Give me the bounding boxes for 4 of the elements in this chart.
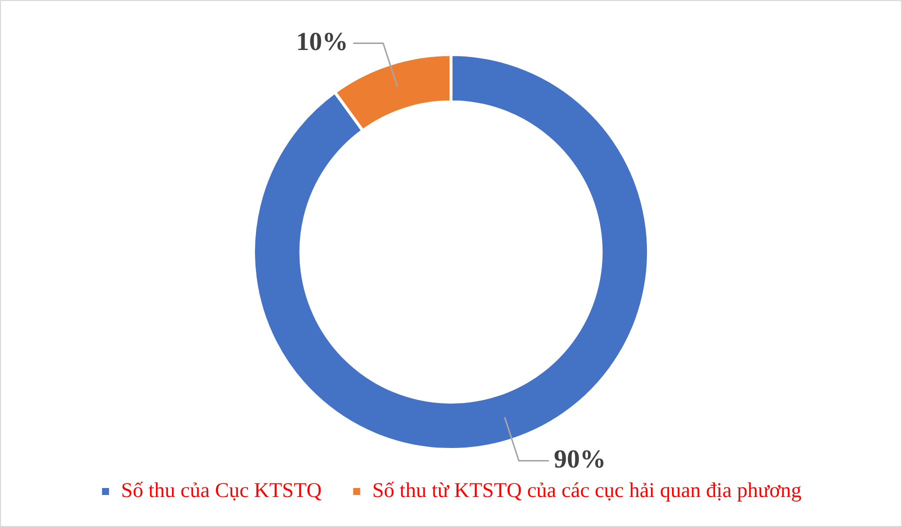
legend-label: Số thu của Cục KTSTQ [121,478,322,502]
data-label: 90% [554,444,606,474]
legend-label: Số thu từ KTSTQ của các cục hải quan địa phương [372,478,802,502]
data-label: 10% [296,26,348,56]
